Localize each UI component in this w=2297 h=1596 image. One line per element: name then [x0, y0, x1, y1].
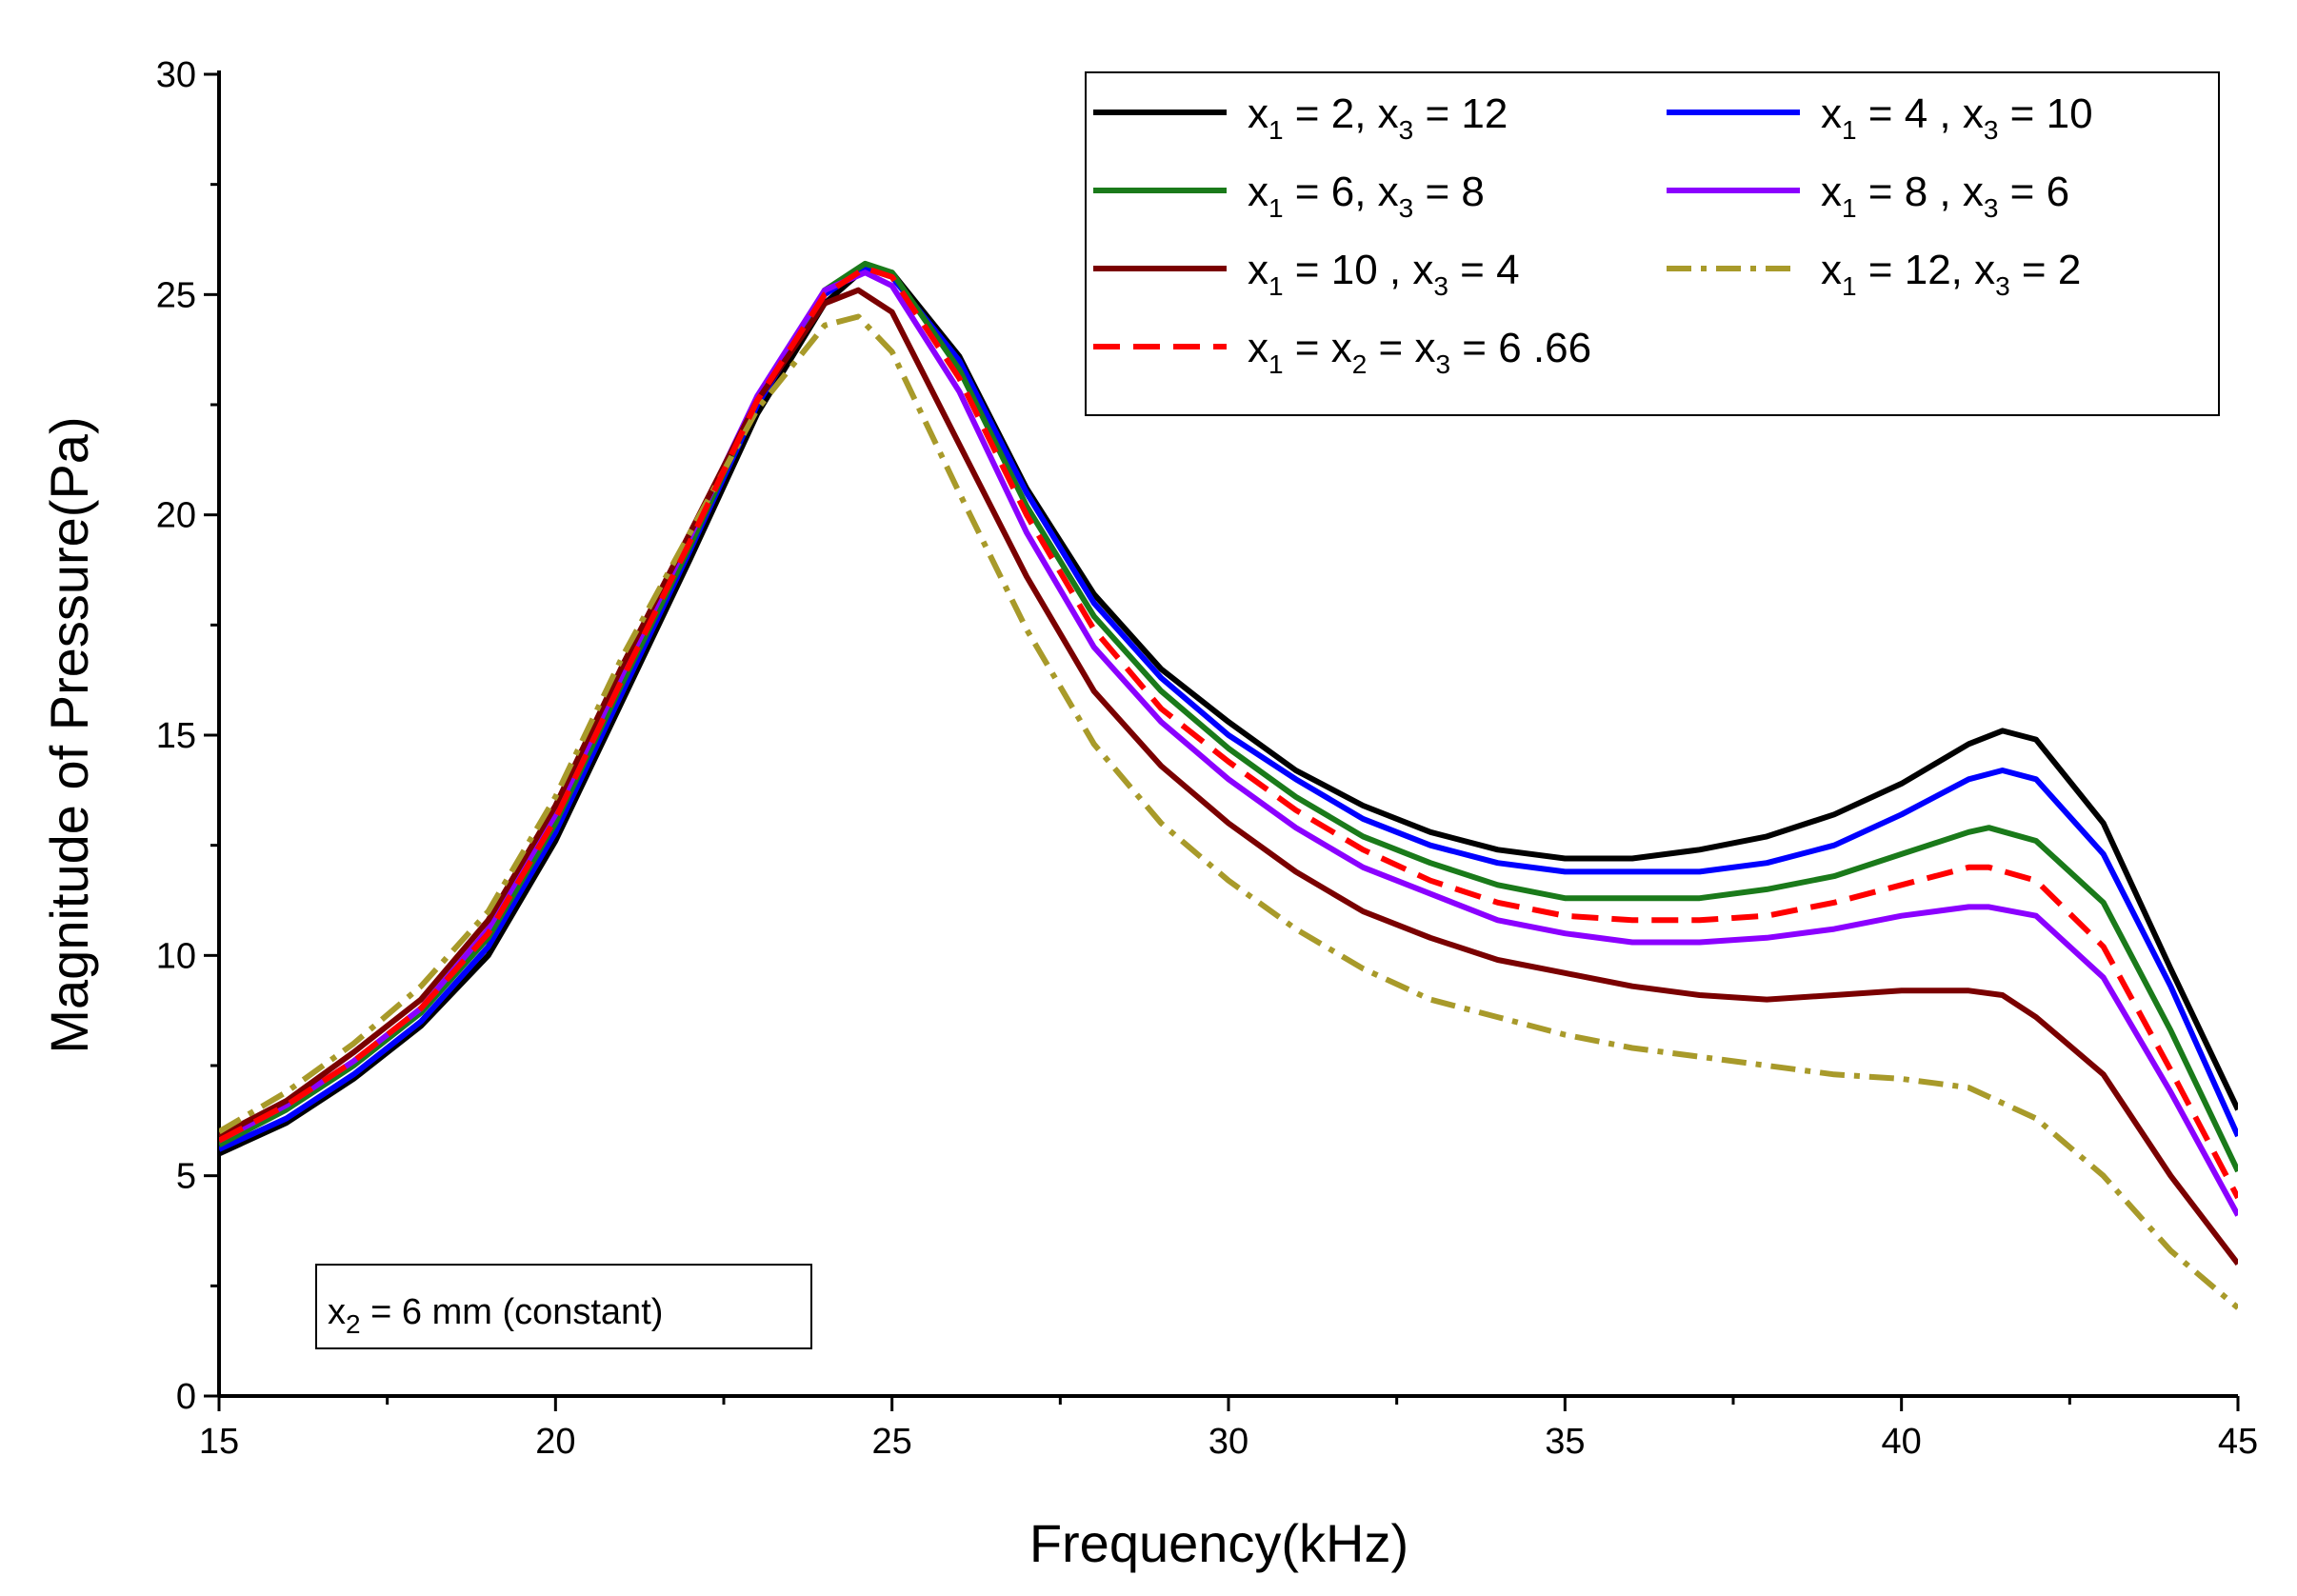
y-tick-label: 20: [156, 496, 196, 536]
x-tick-label: 35: [1545, 1422, 1585, 1462]
y-tick-label: 0: [176, 1377, 196, 1417]
legend-box: [1085, 71, 2220, 416]
x-tick-label: 20: [535, 1422, 575, 1462]
x-tick-label: 40: [1882, 1422, 1922, 1462]
x-tick-label: 45: [2218, 1422, 2258, 1462]
note-box: [315, 1264, 812, 1349]
legend-label-6: x1 = 12, x3 = 2: [1821, 247, 2081, 301]
series-line-7: [219, 265, 2238, 1200]
x-tick-label: 30: [1208, 1422, 1248, 1462]
series-line-6: [219, 313, 2238, 1310]
y-tick-label: 25: [156, 275, 196, 315]
x-tick-label: 25: [872, 1422, 912, 1462]
note-text: x2 = 6 mm (constant): [328, 1292, 663, 1339]
y-axis-title: Magnitude of Pressure(Pa): [39, 416, 99, 1053]
legend-label-4: x1 = 8 , x3 = 6: [1821, 169, 2069, 223]
legend-label-5: x1 = 10 , x3 = 4: [1248, 247, 1520, 301]
series-line-1: [219, 265, 2238, 1157]
series-line-2: [219, 265, 2238, 1152]
x-tick-label: 15: [199, 1422, 239, 1462]
series-layer: [219, 260, 2238, 1310]
y-tick-label: 5: [176, 1157, 196, 1197]
legend: x1 = 2, x3 = 12 x1 = 4 , x3 = 10 x1 = 6, x…: [1085, 71, 2220, 416]
constant-note: x2 = 6 mm (constant): [315, 1264, 812, 1349]
x-axis-title: Frequency(kHz): [1029, 1513, 1408, 1573]
y-tick-label: 30: [156, 55, 196, 95]
legend-label-7: x1 = x2 = x3 = 6 .66: [1248, 325, 1591, 379]
y-tick-label: 15: [156, 716, 196, 756]
axes: 15 20 25 30 35 40 45 0 5 10 15 20 25 30: [156, 55, 2258, 1462]
legend-label-3: x1 = 6, x3 = 8: [1248, 169, 1485, 223]
series-line-5: [219, 287, 2238, 1267]
legend-label-1: x1 = 2, x3 = 12: [1248, 90, 1508, 145]
y-tick-label: 10: [156, 936, 196, 976]
legend-label-2: x1 = 4 , x3 = 10: [1821, 90, 2093, 145]
